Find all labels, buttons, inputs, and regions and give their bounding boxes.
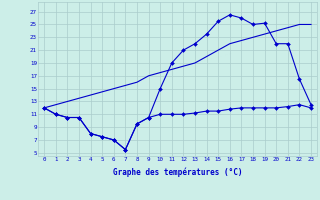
X-axis label: Graphe des températures (°C): Graphe des températures (°C) (113, 168, 242, 177)
